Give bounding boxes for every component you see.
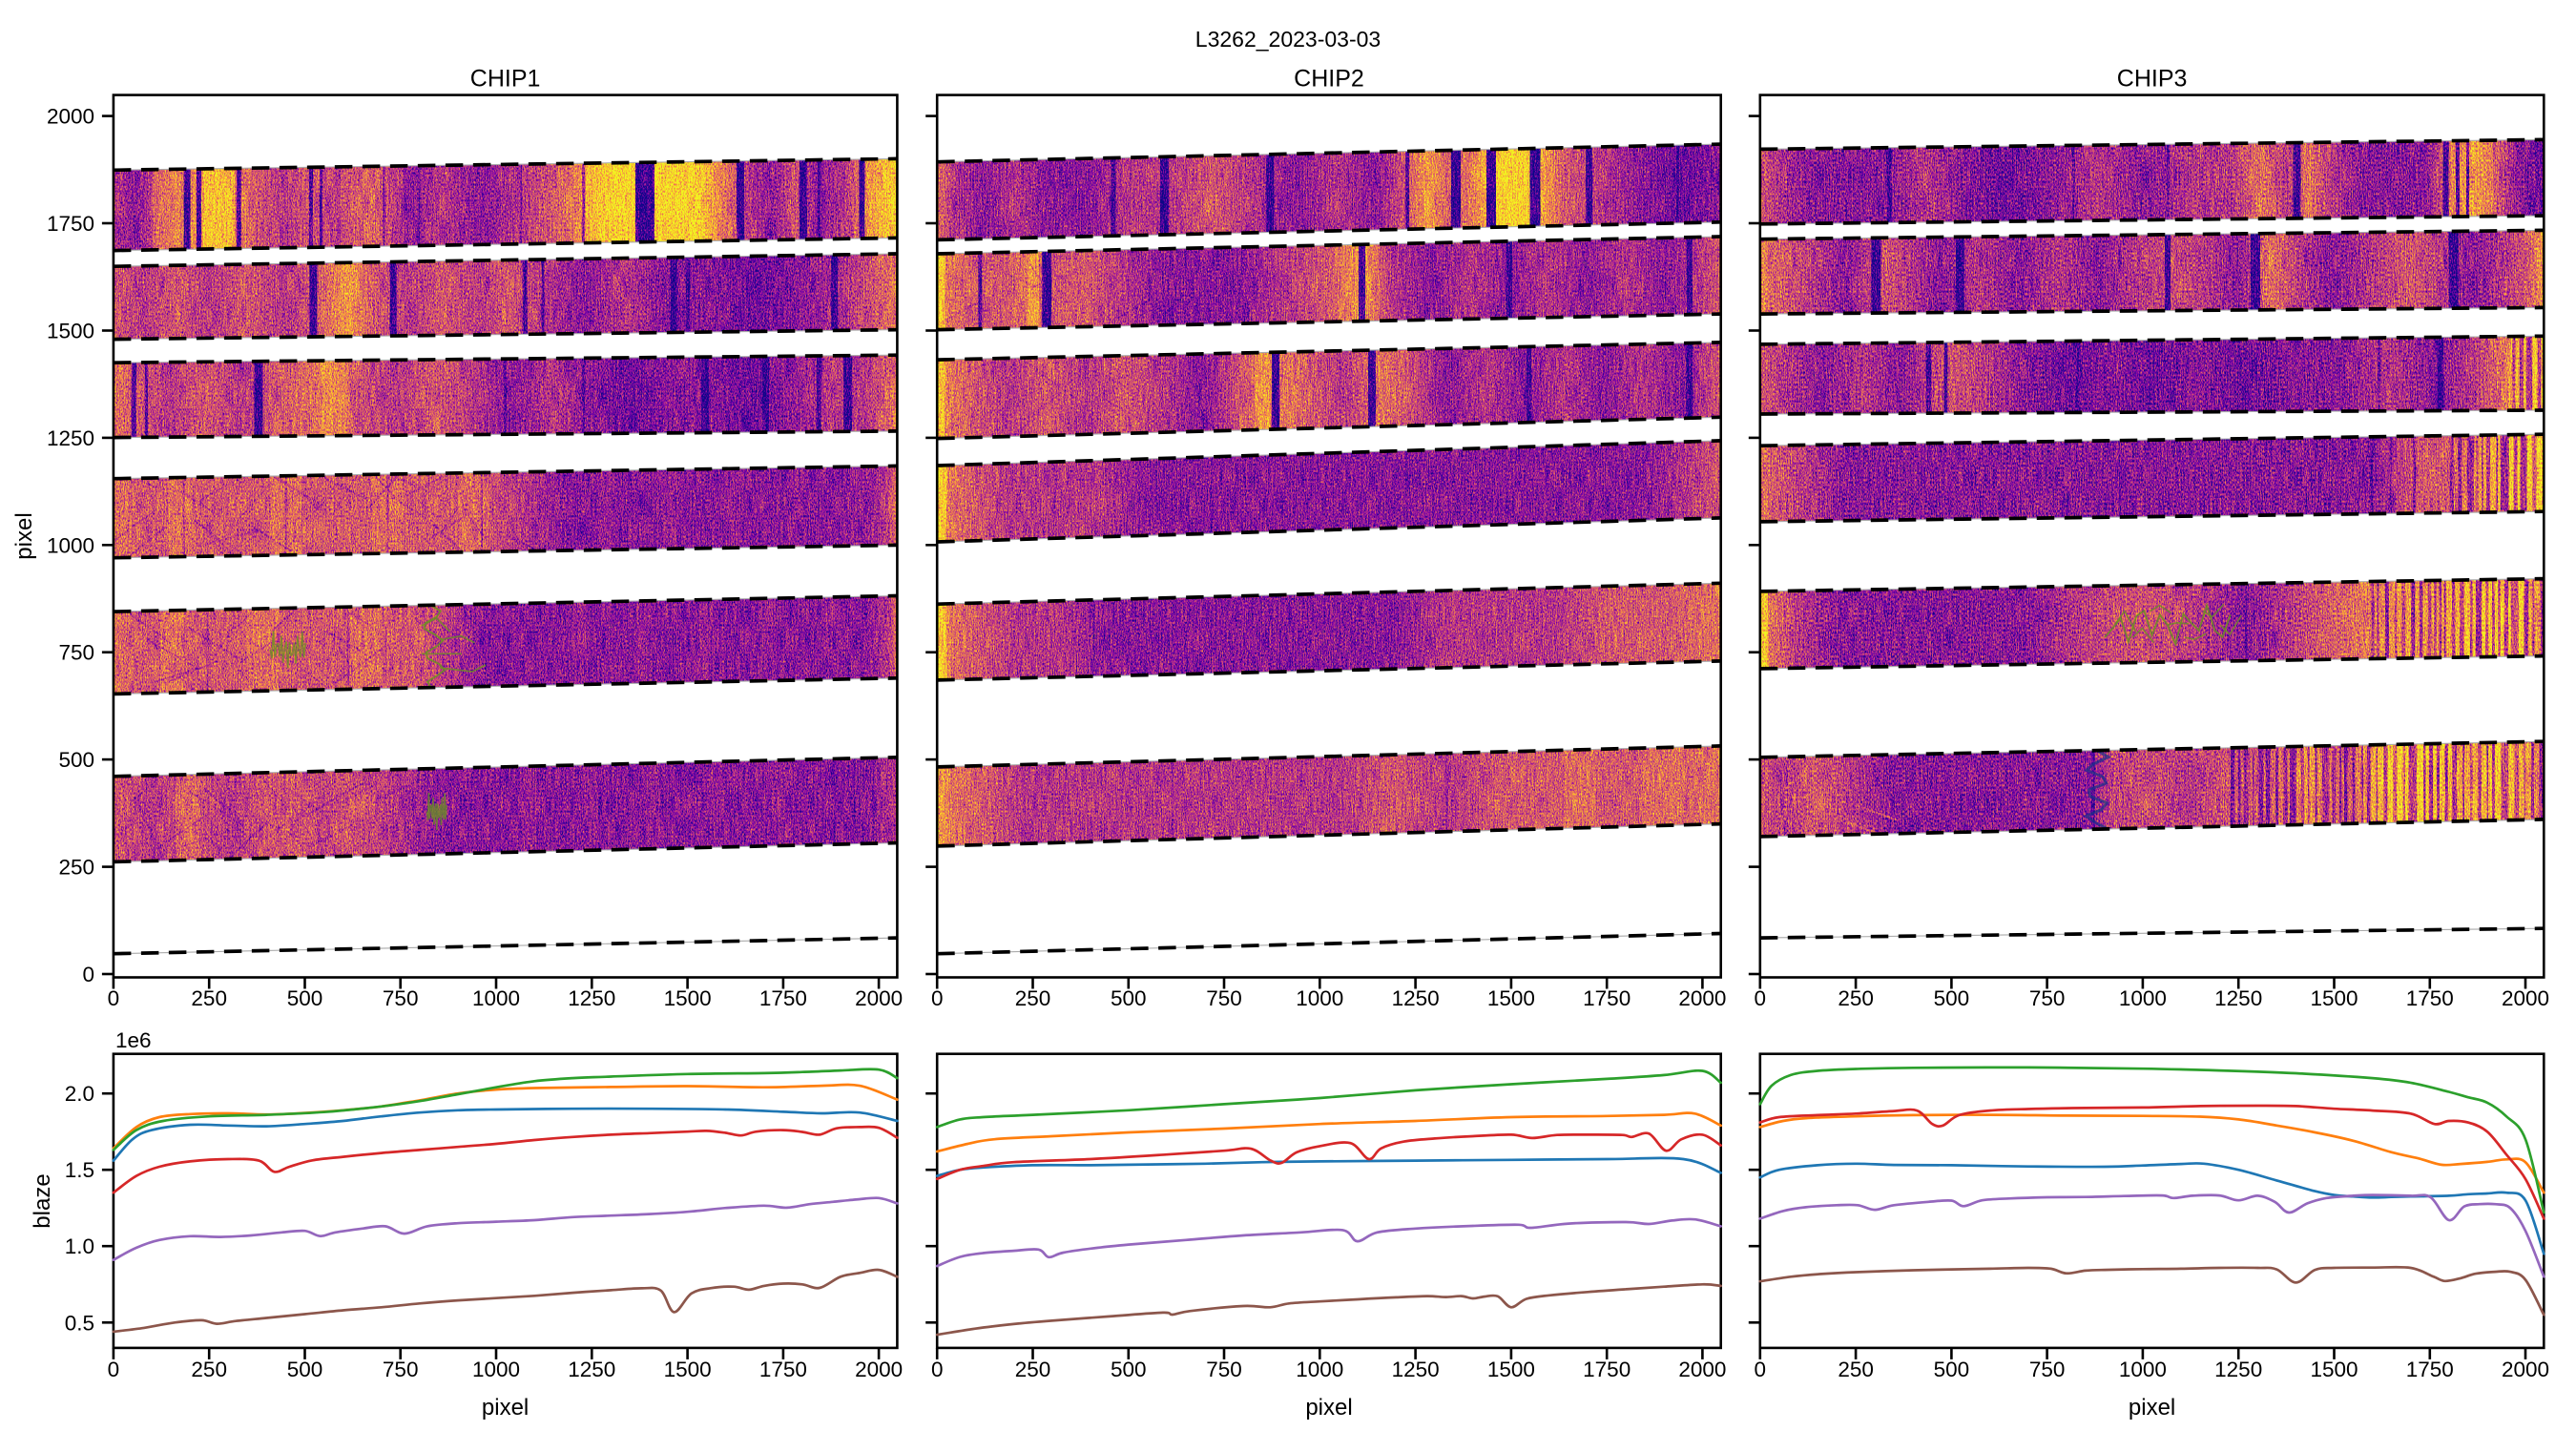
svg-text:CHIP3: CHIP3 bbox=[2117, 66, 2188, 93]
svg-text:750: 750 bbox=[1206, 986, 1242, 1010]
svg-text:1000: 1000 bbox=[2119, 1358, 2167, 1381]
svg-text:1750: 1750 bbox=[1583, 986, 1631, 1010]
svg-text:0: 0 bbox=[82, 963, 94, 986]
svg-text:1500: 1500 bbox=[664, 986, 712, 1010]
svg-text:1750: 1750 bbox=[2406, 986, 2454, 1010]
svg-text:750: 750 bbox=[1206, 1358, 1242, 1381]
svg-text:1500: 1500 bbox=[664, 1358, 712, 1381]
svg-text:1000: 1000 bbox=[47, 533, 94, 557]
svg-text:1.0: 1.0 bbox=[65, 1234, 94, 1258]
svg-text:0: 0 bbox=[1755, 986, 1767, 1010]
svg-text:1250: 1250 bbox=[568, 986, 615, 1010]
svg-text:1500: 1500 bbox=[2310, 986, 2358, 1010]
svg-text:1e6: 1e6 bbox=[115, 1028, 152, 1052]
svg-text:pixel: pixel bbox=[1305, 1395, 1352, 1421]
svg-text:1000: 1000 bbox=[1296, 986, 1343, 1010]
svg-text:1250: 1250 bbox=[1392, 1358, 1440, 1381]
svg-text:500: 500 bbox=[1111, 1358, 1147, 1381]
svg-text:1500: 1500 bbox=[1487, 986, 1535, 1010]
svg-text:2000: 2000 bbox=[47, 105, 94, 129]
svg-text:CHIP2: CHIP2 bbox=[1294, 66, 1364, 93]
svg-text:750: 750 bbox=[383, 986, 419, 1010]
svg-text:2000: 2000 bbox=[1678, 1358, 1726, 1381]
svg-text:250: 250 bbox=[58, 856, 94, 880]
svg-text:1.5: 1.5 bbox=[65, 1158, 94, 1182]
svg-text:1500: 1500 bbox=[2310, 1358, 2358, 1381]
svg-text:1750: 1750 bbox=[47, 212, 94, 236]
svg-text:750: 750 bbox=[58, 641, 94, 665]
svg-text:1250: 1250 bbox=[47, 426, 94, 450]
svg-text:1250: 1250 bbox=[2214, 986, 2262, 1010]
svg-text:0: 0 bbox=[108, 1358, 120, 1381]
svg-text:500: 500 bbox=[287, 986, 323, 1010]
svg-text:2000: 2000 bbox=[855, 1358, 903, 1381]
svg-text:1500: 1500 bbox=[1487, 1358, 1535, 1381]
svg-text:0: 0 bbox=[1755, 1358, 1767, 1381]
svg-text:L3262_2023-03-03: L3262_2023-03-03 bbox=[1195, 27, 1381, 52]
svg-text:blaze: blaze bbox=[30, 1173, 55, 1228]
svg-text:1750: 1750 bbox=[759, 986, 807, 1010]
svg-text:pixel: pixel bbox=[2129, 1395, 2175, 1421]
svg-text:pixel: pixel bbox=[11, 512, 37, 559]
svg-text:1500: 1500 bbox=[47, 320, 94, 343]
svg-text:pixel: pixel bbox=[482, 1395, 529, 1421]
svg-text:500: 500 bbox=[58, 748, 94, 772]
svg-text:1250: 1250 bbox=[2214, 1358, 2262, 1381]
svg-text:1750: 1750 bbox=[1583, 1358, 1631, 1381]
svg-text:750: 750 bbox=[383, 1358, 419, 1381]
svg-text:500: 500 bbox=[1934, 986, 1970, 1010]
svg-text:2000: 2000 bbox=[1678, 986, 1726, 1010]
svg-text:250: 250 bbox=[1015, 986, 1051, 1010]
svg-text:250: 250 bbox=[191, 1358, 227, 1381]
svg-text:1250: 1250 bbox=[1392, 986, 1440, 1010]
svg-text:250: 250 bbox=[1015, 1358, 1051, 1381]
svg-text:500: 500 bbox=[1934, 1358, 1970, 1381]
svg-text:750: 750 bbox=[2029, 1358, 2066, 1381]
svg-text:750: 750 bbox=[2029, 986, 2066, 1010]
svg-text:0: 0 bbox=[931, 1358, 944, 1381]
svg-text:2000: 2000 bbox=[2502, 986, 2549, 1010]
svg-text:500: 500 bbox=[287, 1358, 323, 1381]
svg-text:250: 250 bbox=[191, 986, 227, 1010]
svg-text:0: 0 bbox=[108, 986, 120, 1010]
svg-text:0.5: 0.5 bbox=[65, 1311, 94, 1335]
svg-text:250: 250 bbox=[1838, 1358, 1874, 1381]
svg-text:1000: 1000 bbox=[472, 986, 520, 1010]
svg-text:500: 500 bbox=[1111, 986, 1147, 1010]
svg-text:250: 250 bbox=[1838, 986, 1874, 1010]
svg-text:2.0: 2.0 bbox=[65, 1082, 94, 1106]
svg-text:1000: 1000 bbox=[1296, 1358, 1343, 1381]
svg-text:CHIP1: CHIP1 bbox=[470, 66, 541, 93]
svg-text:1000: 1000 bbox=[2119, 986, 2167, 1010]
svg-text:2000: 2000 bbox=[855, 986, 903, 1010]
svg-text:1750: 1750 bbox=[2406, 1358, 2454, 1381]
svg-text:2000: 2000 bbox=[2502, 1358, 2549, 1381]
svg-text:1000: 1000 bbox=[472, 1358, 520, 1381]
svg-text:1250: 1250 bbox=[568, 1358, 615, 1381]
svg-text:1750: 1750 bbox=[759, 1358, 807, 1381]
svg-text:0: 0 bbox=[931, 986, 944, 1010]
